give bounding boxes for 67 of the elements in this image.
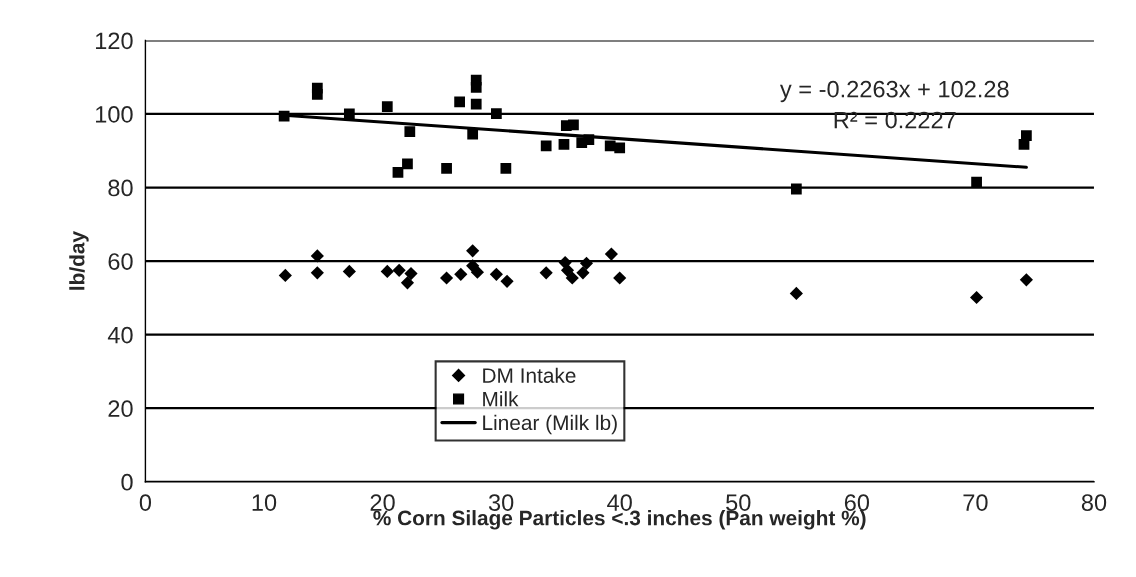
point xyxy=(613,271,627,285)
x-tick-label: 50 xyxy=(726,494,751,511)
legend-label: Linear (Milk lb) xyxy=(483,414,617,435)
point xyxy=(441,163,452,174)
point xyxy=(970,290,984,305)
legend-label: Milk xyxy=(483,391,519,407)
x-tick-label: 60 xyxy=(844,494,870,511)
point xyxy=(789,286,803,301)
point xyxy=(1018,139,1030,150)
point xyxy=(500,274,514,288)
point xyxy=(310,266,324,280)
x-tick-label: 10 xyxy=(252,494,277,511)
x-tick-label: 0 xyxy=(139,494,152,511)
x-tick-label: 40 xyxy=(607,494,632,511)
point xyxy=(500,163,512,174)
point xyxy=(392,167,404,178)
point xyxy=(539,266,553,280)
point xyxy=(790,183,802,195)
point xyxy=(1019,273,1033,287)
point xyxy=(400,276,415,290)
point xyxy=(576,266,590,280)
y-tick-label: 120 xyxy=(96,32,133,50)
point xyxy=(540,140,552,152)
point xyxy=(342,264,356,278)
point xyxy=(491,108,502,119)
point xyxy=(558,139,570,150)
point xyxy=(380,264,394,278)
x-tick-label: 20 xyxy=(370,494,395,511)
point xyxy=(278,268,292,283)
point xyxy=(565,271,579,285)
point xyxy=(614,142,626,154)
point xyxy=(568,119,579,131)
annotation: R² = 0.2227 xyxy=(834,111,956,129)
point xyxy=(439,271,454,285)
point xyxy=(971,176,982,188)
y-tick-label: 20 xyxy=(108,400,133,418)
point xyxy=(489,267,503,281)
y-axis-title: lb/day xyxy=(69,231,89,290)
point xyxy=(470,98,482,110)
x-axis-title: % Corn Silage Particles <.3 inches (Pan weight %) xyxy=(373,510,866,530)
point xyxy=(466,244,480,258)
y-tick-label: 80 xyxy=(108,179,133,197)
point xyxy=(467,128,479,140)
point xyxy=(392,263,406,277)
point xyxy=(604,247,618,261)
x-tick-label: 80 xyxy=(1081,494,1107,511)
point xyxy=(470,82,482,93)
point xyxy=(381,101,393,112)
point xyxy=(560,263,575,277)
y-tick-label: 40 xyxy=(107,326,133,344)
x-tick-label: 70 xyxy=(963,494,988,511)
point xyxy=(454,96,465,108)
point xyxy=(311,89,323,100)
point xyxy=(470,265,484,279)
y-tick-label: 100 xyxy=(96,106,133,123)
annotation: y = -0.2263x + 102.28 xyxy=(779,80,1009,103)
x-tick-label: 30 xyxy=(488,494,514,511)
y-tick-label: 60 xyxy=(108,253,133,270)
y-tick-label: 0 xyxy=(121,473,133,491)
point xyxy=(310,249,324,263)
point xyxy=(579,256,594,270)
point xyxy=(404,126,416,137)
point xyxy=(454,267,468,281)
point xyxy=(278,110,290,122)
point xyxy=(402,158,413,170)
legend-label: DM Intake xyxy=(483,367,576,383)
point xyxy=(404,267,418,281)
